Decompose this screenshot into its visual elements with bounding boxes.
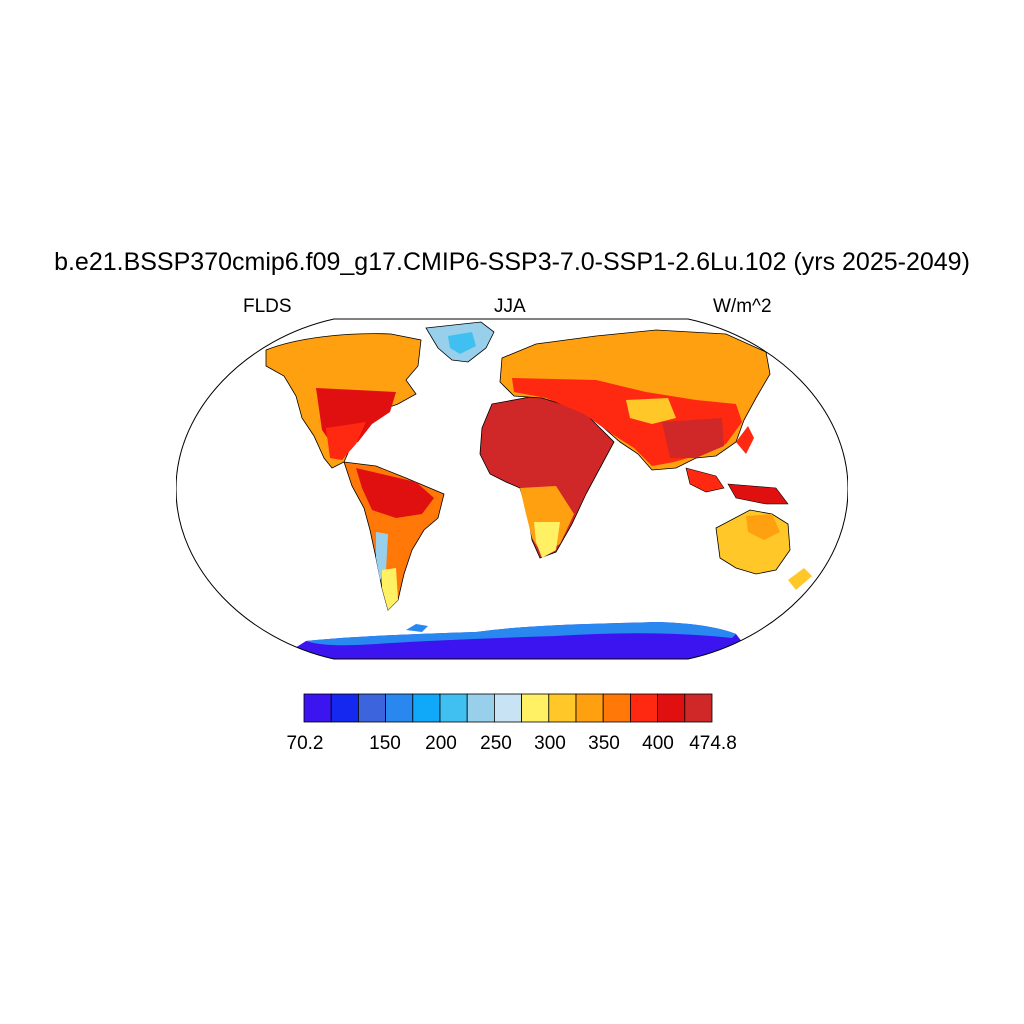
eurasia-region [499, 329, 771, 471]
colorbar-swatch [466, 693, 495, 723]
colorbar-swatch [385, 693, 414, 723]
map-outline [176, 318, 848, 660]
colorbar-tick-label: 70.2 [286, 733, 324, 754]
colorbar-swatch [657, 693, 686, 723]
colorbar-swatch [493, 693, 522, 723]
season-label: JJA [494, 296, 526, 317]
north-america-region [265, 333, 422, 469]
colorbar-tick-label: 350 [588, 733, 620, 754]
colorbar-swatch [358, 693, 387, 723]
africa-region [479, 393, 615, 559]
colorbar [303, 693, 713, 723]
world-map [176, 318, 848, 660]
colorbar-tick-label: 250 [480, 733, 512, 754]
maritime-asia-region [685, 426, 789, 505]
colorbar-swatch [548, 693, 577, 723]
colorbar-swatch [629, 693, 658, 723]
greenland-region [425, 321, 495, 363]
colorbar-tick-label: 474.8 [689, 733, 737, 754]
figure-title: b.e21.BSSP370cmip6.f09_g17.CMIP6-SSP3-7.… [54, 248, 970, 276]
colorbar-swatch [330, 693, 359, 723]
colorbar-swatch [575, 693, 604, 723]
colorbar-swatch [521, 693, 550, 723]
units-label: W/m^2 [713, 296, 772, 317]
colorbar-tick-label: 150 [369, 733, 401, 754]
variable-label: FLDS [243, 296, 292, 317]
colorbar-swatch [303, 693, 332, 723]
antarctica-region [276, 622, 756, 659]
colorbar-swatch [412, 693, 441, 723]
colorbar-swatch [439, 693, 468, 723]
colorbar-tick-label: 400 [642, 733, 674, 754]
colorbar-tick-label: 200 [425, 733, 457, 754]
south-america-region [343, 461, 445, 611]
colorbar-tick-label: 300 [534, 733, 566, 754]
australia-region [715, 509, 812, 590]
colorbar-swatch [602, 693, 631, 723]
colorbar-swatch [684, 693, 713, 723]
